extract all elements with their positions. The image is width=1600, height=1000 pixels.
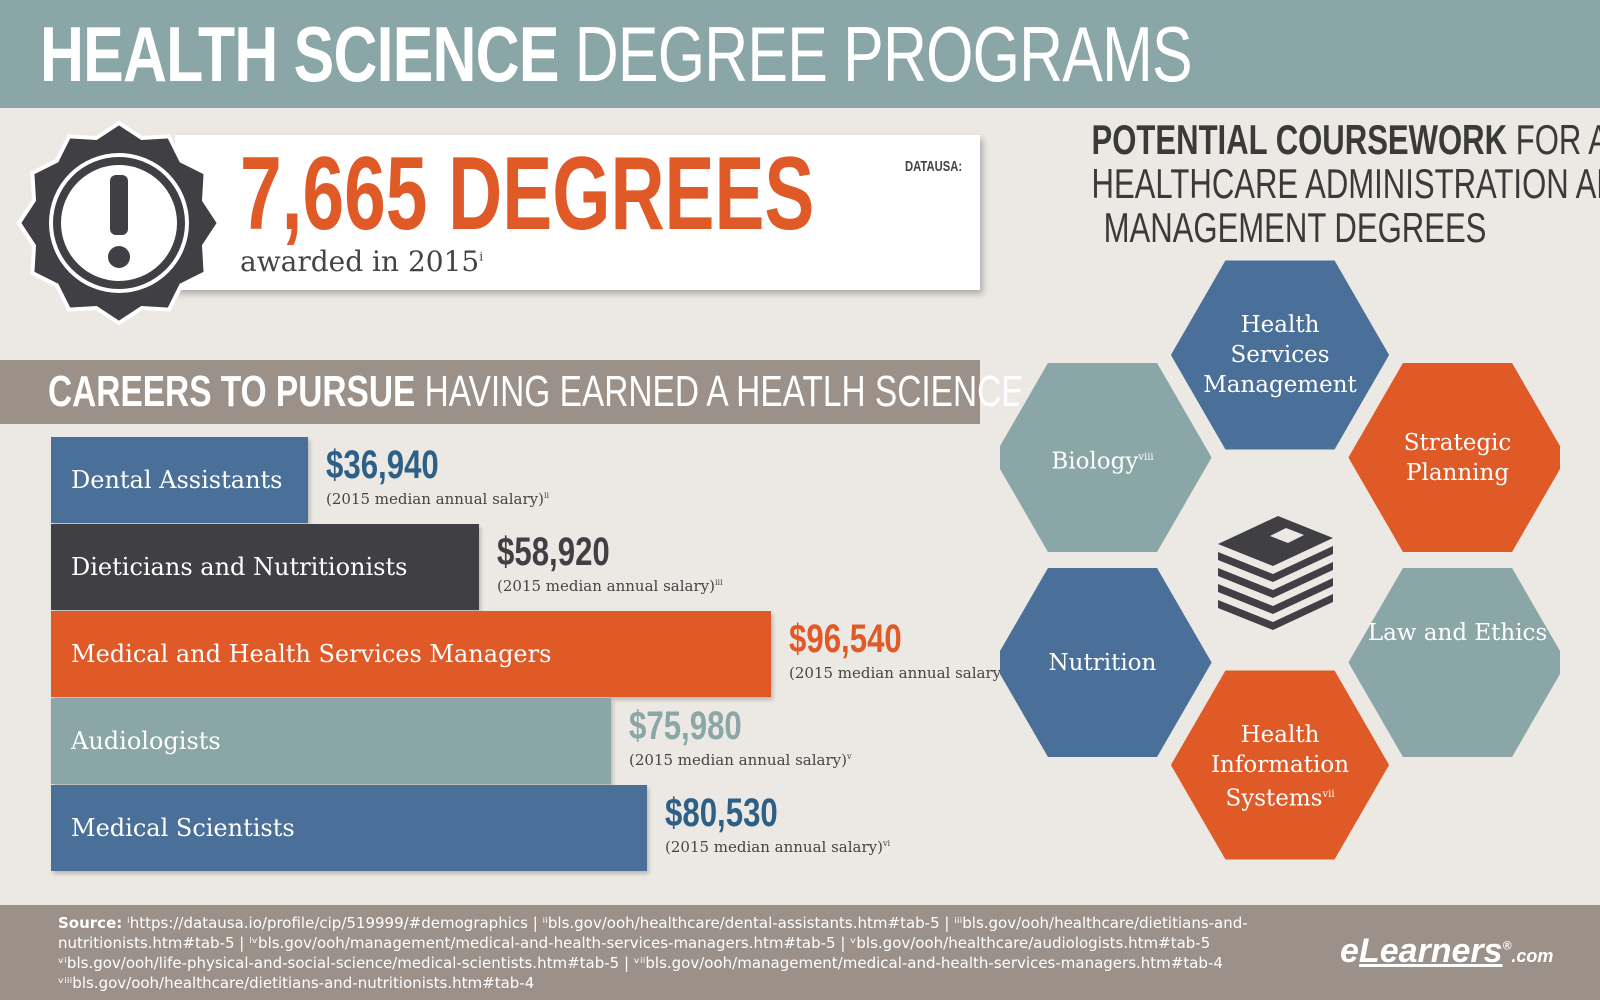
logo-main: Learners bbox=[1358, 932, 1503, 970]
career-label: Audiologists bbox=[71, 727, 221, 755]
course-label-text: Biology bbox=[1051, 448, 1139, 475]
logo-registered: ® bbox=[1502, 938, 1512, 953]
coursework-hex-diagram bbox=[1000, 260, 1560, 865]
salary-amount: $36,940 bbox=[326, 443, 439, 487]
coursework-title: POTENTIAL COURSEWORK FOR A HEALTHCARE AD… bbox=[1020, 116, 1600, 251]
career-bar: Audiologists bbox=[51, 698, 611, 784]
footnote-marker: iii bbox=[714, 578, 723, 587]
degrees-source: DATAUSA: bbox=[905, 158, 963, 175]
salary-note: (2015 median annual salary)ii bbox=[326, 490, 549, 508]
salary-note: (2015 median annual salary)iii bbox=[497, 577, 723, 595]
career-label: Medical and Health Services Managers bbox=[71, 640, 552, 668]
course-label: Law and Ethics bbox=[1368, 618, 1548, 648]
salary-amount: $80,530 bbox=[665, 791, 778, 835]
page-title: HEALTH SCIENCE DEGREE PROGRAMS bbox=[40, 10, 1193, 98]
header-banner bbox=[0, 0, 1600, 108]
footnote-marker: vii bbox=[1322, 789, 1335, 800]
footnote-marker: viii bbox=[1138, 451, 1154, 463]
salary-amount: $96,540 bbox=[789, 617, 902, 661]
career-salary: $80,530 (2015 median annual salary)vi bbox=[665, 791, 890, 857]
course-label: Biologyviii bbox=[1012, 443, 1192, 477]
course-label-text: Health Services Management bbox=[1203, 312, 1357, 398]
careers-title-bold: CAREERS TO PURSUE bbox=[48, 367, 416, 416]
title-bold: HEALTH SCIENCE bbox=[40, 10, 559, 98]
course-hexagon bbox=[1000, 563, 1218, 762]
course-label-text: Nutrition bbox=[1048, 649, 1157, 676]
career-label: Dieticians and Nutritionists bbox=[71, 553, 408, 581]
degrees-subtitle-text: awarded in 2015 bbox=[240, 245, 480, 278]
course-label-text: Health Information Systems bbox=[1210, 722, 1350, 812]
salary-note-text: (2015 median annual salary) bbox=[497, 577, 715, 595]
course-hexagon bbox=[1000, 358, 1218, 557]
course-label-text: Law and Ethics bbox=[1367, 619, 1548, 646]
career-salary: $96,540 (2015 median annual salary)iv bbox=[789, 617, 1014, 683]
course-label: Health Services Management bbox=[1190, 310, 1370, 400]
career-salary: $36,940 (2015 median annual salary)ii bbox=[326, 443, 549, 509]
salary-amount: $58,920 bbox=[497, 530, 610, 574]
footnote-marker: v bbox=[846, 752, 852, 761]
career-label: Dental Assistants bbox=[71, 466, 283, 494]
footer-sources: Source: ⁱhttps://datausa.io/profile/cip/… bbox=[58, 913, 1258, 993]
footer-bar bbox=[0, 905, 1600, 1000]
career-bar: Dieticians and Nutritionists bbox=[51, 524, 479, 610]
salary-note: (2015 median annual salary)v bbox=[629, 751, 852, 769]
course-hexagon bbox=[1342, 563, 1560, 762]
degrees-card bbox=[175, 135, 980, 290]
salary-note: (2015 median annual salary)iv bbox=[789, 664, 1014, 682]
course-label-text: Strategic Planning bbox=[1403, 429, 1512, 486]
careers-header-bar bbox=[0, 360, 980, 424]
salary-note-text: (2015 median annual salary) bbox=[665, 838, 883, 856]
logo-com: .com bbox=[1511, 946, 1554, 966]
course-label: Nutrition bbox=[1012, 648, 1192, 678]
course-hexagon bbox=[1165, 665, 1395, 865]
footnote-marker: ii bbox=[543, 491, 550, 500]
exclamation-badge-icon bbox=[16, 120, 222, 326]
salary-note-text: (2015 median annual salary) bbox=[629, 751, 847, 769]
career-bar: Medical and Health Services Managers bbox=[51, 611, 771, 697]
career-salary: $75,980 (2015 median annual salary)v bbox=[629, 704, 852, 770]
source-label: Source: bbox=[58, 914, 123, 932]
degrees-subtitle: awarded in 2015i bbox=[240, 245, 483, 278]
degrees-count: 7,665 DEGREES bbox=[240, 136, 815, 252]
career-label: Medical Scientists bbox=[71, 814, 295, 842]
course-label: Strategic Planning bbox=[1368, 428, 1548, 488]
course-hexagon bbox=[1165, 260, 1395, 455]
coursework-title-line2: HEALTHCARE ADMINISTRATION AND bbox=[1091, 160, 1600, 207]
coursework-title-light: FOR A bbox=[1515, 116, 1600, 163]
career-bar: Medical Scientists bbox=[51, 785, 647, 871]
coursework-title-bold: POTENTIAL COURSEWORK bbox=[1091, 116, 1508, 163]
footnote-marker: vi bbox=[882, 839, 891, 848]
salary-amount: $75,980 bbox=[629, 704, 742, 748]
logo-e: e bbox=[1340, 932, 1359, 970]
course-label: Health Information Systemsvii bbox=[1190, 720, 1370, 814]
salary-note-text: (2015 median annual salary) bbox=[789, 664, 1007, 682]
career-bar: Dental Assistants bbox=[51, 437, 308, 523]
course-hexagon bbox=[1342, 358, 1560, 557]
books-icon bbox=[1218, 516, 1333, 630]
footnote-marker: i bbox=[479, 249, 484, 264]
title-light: DEGREE PROGRAMS bbox=[574, 10, 1193, 98]
career-salary: $58,920 (2015 median annual salary)iii bbox=[497, 530, 723, 596]
salary-note-text: (2015 median annual salary) bbox=[326, 490, 544, 508]
source-links: ⁱhttps://datausa.io/profile/cip/519999/#… bbox=[58, 914, 1248, 992]
salary-note: (2015 median annual salary)vi bbox=[665, 838, 890, 856]
elearners-logo[interactable]: eLearners®.com bbox=[1340, 932, 1553, 971]
coursework-title-line3: MANAGEMENT DEGREES bbox=[1103, 204, 1487, 251]
